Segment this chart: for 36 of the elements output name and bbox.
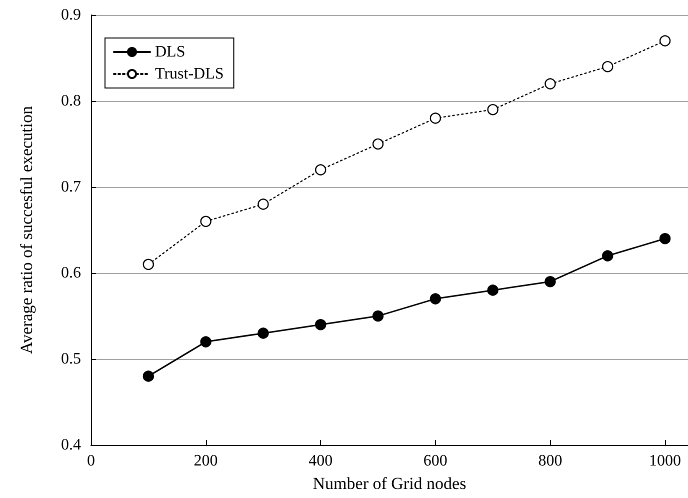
point xyxy=(372,310,384,322)
point xyxy=(544,78,556,90)
point xyxy=(315,164,326,176)
legend-label: Trust-DLS xyxy=(155,66,224,82)
point xyxy=(142,258,154,270)
point xyxy=(372,138,384,150)
point xyxy=(487,284,498,296)
y-tick-label: 0.6 xyxy=(61,264,81,282)
point xyxy=(659,35,671,46)
y-tick-label: 0.8 xyxy=(61,92,81,110)
point xyxy=(602,61,614,72)
point xyxy=(602,250,614,262)
point xyxy=(258,328,269,339)
x-tick-label: 400 xyxy=(308,452,333,470)
point xyxy=(659,233,671,244)
x-tick-label: 600 xyxy=(423,452,448,470)
x-tick-label: 200 xyxy=(194,452,218,470)
point xyxy=(315,319,326,330)
legend-label: DLS xyxy=(155,44,186,60)
y-tick-label: 0.7 xyxy=(61,178,81,196)
point xyxy=(142,370,154,382)
point xyxy=(430,293,442,304)
y-tick-label: 0.5 xyxy=(61,350,81,368)
x-tick-label: 800 xyxy=(538,452,562,470)
point xyxy=(200,336,212,348)
point xyxy=(258,198,269,210)
x-axis-title: Number of Grid nodes xyxy=(312,474,466,493)
y-axis-title: Average ratio of succesful execution xyxy=(17,106,36,354)
x-tick-label: 1000 xyxy=(649,452,682,470)
point xyxy=(544,276,556,288)
point xyxy=(487,104,498,116)
y-tick-label: 0.4 xyxy=(61,436,81,454)
point xyxy=(430,112,442,124)
point xyxy=(200,216,212,227)
x-tick-label: 0 xyxy=(87,452,95,470)
y-tick-label: 0.9 xyxy=(61,6,81,24)
